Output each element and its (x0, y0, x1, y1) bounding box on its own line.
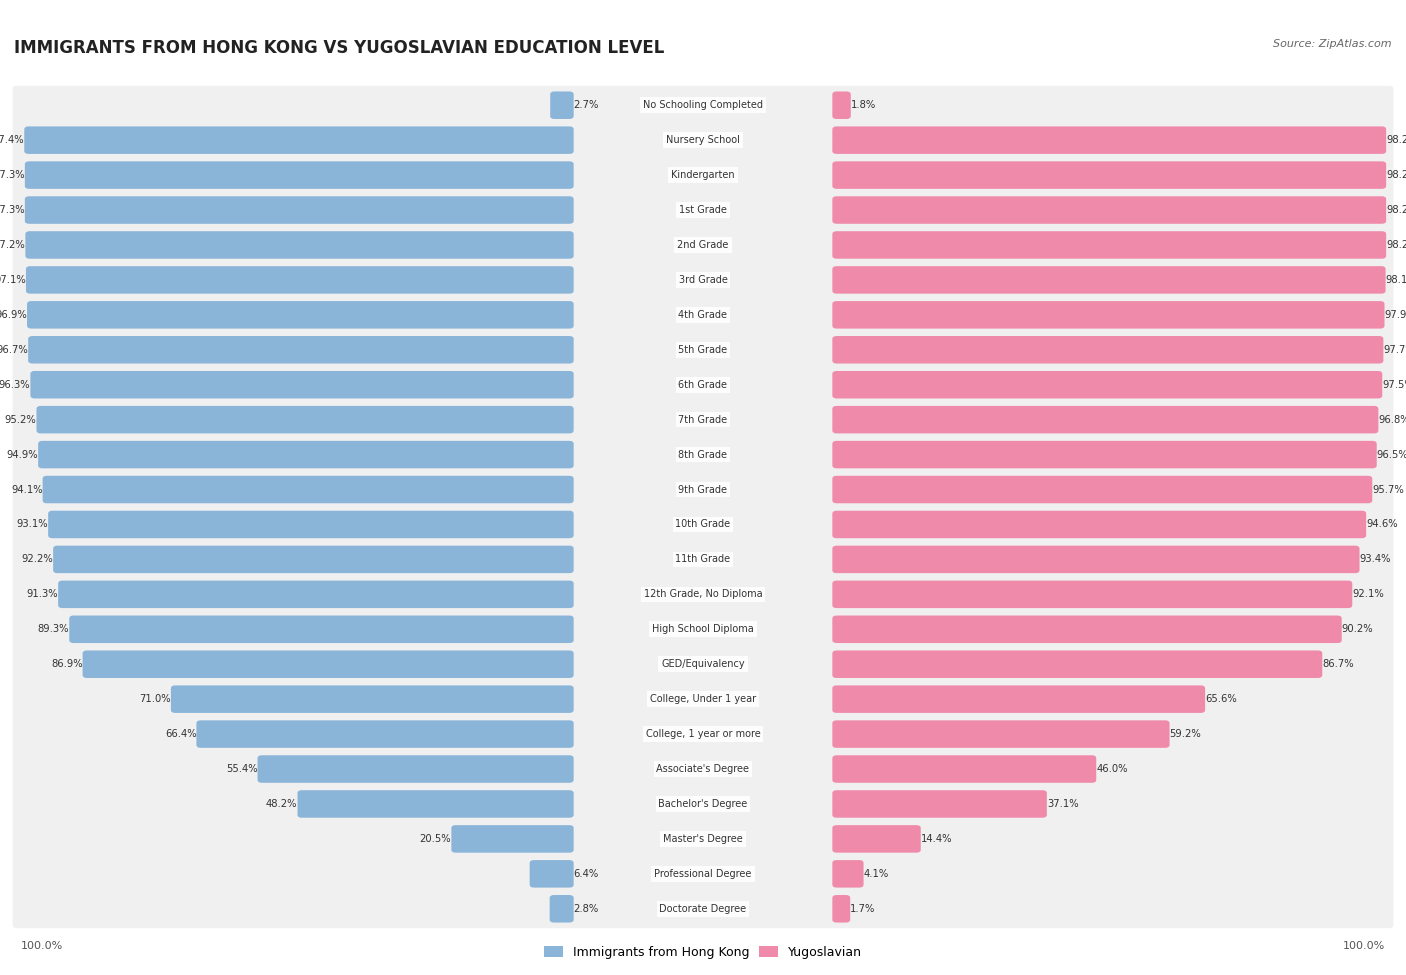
Text: 97.4%: 97.4% (0, 136, 24, 145)
Text: 97.3%: 97.3% (0, 170, 25, 180)
Text: 97.5%: 97.5% (1382, 379, 1406, 390)
Text: 2nd Grade: 2nd Grade (678, 240, 728, 250)
Text: 94.1%: 94.1% (11, 485, 42, 494)
Text: 96.7%: 96.7% (0, 345, 28, 355)
Text: Nursery School: Nursery School (666, 136, 740, 145)
Text: 66.4%: 66.4% (165, 729, 197, 739)
Text: 8th Grade: 8th Grade (679, 449, 727, 459)
Text: Kindergarten: Kindergarten (671, 170, 735, 180)
Text: 90.2%: 90.2% (1341, 624, 1374, 635)
Text: 37.1%: 37.1% (1047, 799, 1078, 809)
Text: 96.3%: 96.3% (0, 379, 31, 390)
Text: 86.7%: 86.7% (1322, 659, 1354, 669)
Text: 98.1%: 98.1% (1385, 275, 1406, 285)
Text: 98.2%: 98.2% (1386, 205, 1406, 215)
Text: 97.3%: 97.3% (0, 205, 25, 215)
Text: 95.2%: 95.2% (4, 414, 37, 425)
Text: GED/Equivalency: GED/Equivalency (661, 659, 745, 669)
Text: 100.0%: 100.0% (1343, 941, 1385, 951)
Text: 98.2%: 98.2% (1386, 170, 1406, 180)
Text: 92.2%: 92.2% (21, 555, 53, 565)
Text: 98.2%: 98.2% (1386, 240, 1406, 250)
Text: 1st Grade: 1st Grade (679, 205, 727, 215)
Text: 65.6%: 65.6% (1205, 694, 1237, 704)
Text: Master's Degree: Master's Degree (664, 834, 742, 844)
Text: 46.0%: 46.0% (1097, 764, 1128, 774)
Text: 9th Grade: 9th Grade (679, 485, 727, 494)
Text: 94.9%: 94.9% (7, 449, 38, 459)
Text: 10th Grade: 10th Grade (675, 520, 731, 529)
Text: No Schooling Completed: No Schooling Completed (643, 100, 763, 110)
Text: 98.2%: 98.2% (1386, 136, 1406, 145)
Text: 86.9%: 86.9% (51, 659, 83, 669)
Text: 4th Grade: 4th Grade (679, 310, 727, 320)
Legend: Immigrants from Hong Kong, Yugoslavian: Immigrants from Hong Kong, Yugoslavian (538, 941, 868, 964)
Text: 5th Grade: 5th Grade (679, 345, 727, 355)
Text: 11th Grade: 11th Grade (675, 555, 731, 565)
Text: Source: ZipAtlas.com: Source: ZipAtlas.com (1274, 39, 1392, 49)
Text: 1.8%: 1.8% (851, 100, 876, 110)
Text: 6.4%: 6.4% (574, 869, 599, 878)
Text: 91.3%: 91.3% (27, 589, 58, 600)
Text: 7th Grade: 7th Grade (679, 414, 727, 425)
Text: 97.2%: 97.2% (0, 240, 25, 250)
Text: 89.3%: 89.3% (38, 624, 69, 635)
Text: 94.6%: 94.6% (1367, 520, 1398, 529)
Text: 97.7%: 97.7% (1384, 345, 1406, 355)
Text: 96.8%: 96.8% (1378, 414, 1406, 425)
Text: Doctorate Degree: Doctorate Degree (659, 904, 747, 914)
Text: 97.1%: 97.1% (0, 275, 25, 285)
Text: College, 1 year or more: College, 1 year or more (645, 729, 761, 739)
Text: Bachelor's Degree: Bachelor's Degree (658, 799, 748, 809)
Text: 2.7%: 2.7% (574, 100, 599, 110)
Text: High School Diploma: High School Diploma (652, 624, 754, 635)
Text: 100.0%: 100.0% (21, 941, 63, 951)
Text: 14.4%: 14.4% (921, 834, 952, 844)
Text: 96.9%: 96.9% (0, 310, 27, 320)
Text: Professional Degree: Professional Degree (654, 869, 752, 878)
Text: College, Under 1 year: College, Under 1 year (650, 694, 756, 704)
Text: 6th Grade: 6th Grade (679, 379, 727, 390)
Text: 97.9%: 97.9% (1385, 310, 1406, 320)
Text: 48.2%: 48.2% (266, 799, 298, 809)
Text: 92.1%: 92.1% (1353, 589, 1384, 600)
Text: 4.1%: 4.1% (863, 869, 889, 878)
Text: 2.8%: 2.8% (574, 904, 599, 914)
Text: 93.1%: 93.1% (17, 520, 48, 529)
Text: Associate's Degree: Associate's Degree (657, 764, 749, 774)
Text: 71.0%: 71.0% (139, 694, 172, 704)
Text: 96.5%: 96.5% (1376, 449, 1406, 459)
Text: 12th Grade, No Diploma: 12th Grade, No Diploma (644, 589, 762, 600)
Text: 1.7%: 1.7% (851, 904, 876, 914)
Text: IMMIGRANTS FROM HONG KONG VS YUGOSLAVIAN EDUCATION LEVEL: IMMIGRANTS FROM HONG KONG VS YUGOSLAVIAN… (14, 39, 665, 57)
Text: 3rd Grade: 3rd Grade (679, 275, 727, 285)
Text: 55.4%: 55.4% (226, 764, 257, 774)
Text: 95.7%: 95.7% (1372, 485, 1405, 494)
Text: 93.4%: 93.4% (1360, 555, 1391, 565)
Text: 20.5%: 20.5% (420, 834, 451, 844)
Text: 59.2%: 59.2% (1170, 729, 1201, 739)
